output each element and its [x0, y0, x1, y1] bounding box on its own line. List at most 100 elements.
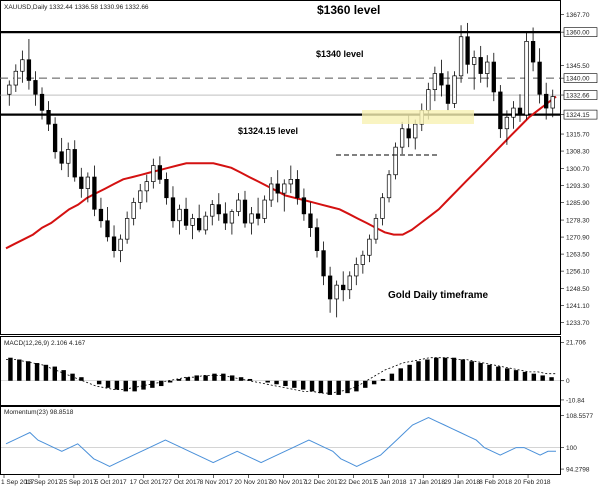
y-tick-label: 1285.90 [566, 200, 590, 207]
x-tick-label: 12 Dec 2017 [304, 479, 341, 486]
momentum-line [5, 416, 556, 467]
y-tick-label: 1340.00 [566, 76, 590, 83]
x-tick-label: 13 Sep 2017 [25, 479, 62, 486]
moving-average-line [5, 95, 557, 250]
x-tick-label: 20 Feb 2018 [514, 479, 551, 486]
candle-down [314, 227, 320, 251]
x-tick-label: 25 Sep 2017 [60, 479, 97, 486]
candle-down [105, 220, 110, 238]
candle-up [85, 176, 90, 189]
candle-up [7, 84, 12, 95]
x-tick-label: 30 Nov 2017 [269, 479, 306, 486]
candle-down [491, 61, 496, 93]
candle-down [275, 183, 280, 194]
candle-down [341, 284, 346, 291]
x-tick-label: 29 Jan 2018 [444, 479, 480, 486]
y-tick-label: 1256.10 [566, 269, 590, 276]
candle-up [360, 254, 365, 265]
annotation-1324: $1324.15 level [238, 126, 298, 136]
y-tick-label: 1324.15 [566, 112, 590, 119]
candle-down [46, 109, 51, 125]
candle-down [544, 93, 549, 109]
candle-up [66, 149, 71, 164]
candle-down [52, 123, 58, 153]
candle-up [124, 218, 130, 240]
candle-down [308, 213, 313, 229]
y-tick-label: 1293.30 [566, 183, 590, 190]
level-tag-box [563, 90, 598, 100]
candle-up [393, 146, 398, 176]
candle-up [485, 61, 490, 74]
macd-label: MACD(12,26,9) 2.106 4.167 [4, 340, 86, 347]
annotation-1340: $1340 level [316, 49, 364, 59]
candle-down [92, 176, 97, 210]
candle-up [269, 183, 274, 201]
momentum-label: Momentum(23) 98.8518 [4, 409, 74, 416]
y-tick-label: 1248.50 [566, 286, 590, 293]
candle-up [151, 165, 156, 183]
candle-up [373, 218, 379, 240]
candle-up [511, 107, 516, 118]
macd-y-tick-label: -10.84 [566, 397, 585, 404]
y-tick-label: 1360.00 [566, 30, 590, 37]
candle-down [327, 275, 333, 300]
y-tick-label: 1233.70 [566, 320, 590, 327]
momentum-panel [0, 406, 561, 475]
candle-up [138, 190, 143, 203]
macd-signal-line [6, 357, 556, 394]
candle-down [72, 149, 77, 178]
candle-up [131, 202, 136, 219]
candle-up [20, 59, 25, 72]
x-tick-label: 27 Oct 2017 [165, 479, 201, 486]
x-tick-label: 20 Nov 2017 [235, 479, 272, 486]
candle-up [432, 73, 438, 91]
x-tick-label: 8 Nov 2017 [200, 479, 234, 486]
candle-up [386, 174, 392, 199]
candle-up [118, 238, 123, 251]
candle-down [164, 179, 169, 199]
candle-up [282, 183, 287, 194]
candle-up [288, 179, 293, 185]
y-tick-label: 1308.30 [566, 148, 590, 155]
y-tick-label: 1278.30 [566, 217, 590, 224]
candle-down [98, 208, 104, 222]
candle-up [380, 197, 385, 219]
candle-down [111, 236, 117, 252]
candle-up [210, 204, 215, 217]
y-tick-label: 1270.90 [566, 234, 590, 241]
y-tick-label: 1241.10 [566, 303, 590, 310]
candle-down [295, 179, 300, 199]
x-tick-label: 17 Oct 2017 [130, 479, 166, 486]
x-tick-label: 5 Jan 2018 [374, 479, 407, 486]
candle-down [197, 218, 202, 231]
candle-up [13, 70, 18, 86]
level-tag-box [563, 73, 598, 83]
y-tick-label: 1332.66 [566, 92, 590, 99]
candle-up [236, 199, 241, 212]
candle-down [33, 80, 38, 95]
annotation-timeframe: Gold Daily timeframe [388, 290, 488, 301]
annotation-1360: $1360 level [317, 3, 380, 17]
candle-up [413, 123, 418, 139]
candle-up [249, 213, 254, 224]
candle-up [367, 238, 372, 256]
level-tag-box [563, 27, 598, 37]
candle-down [478, 57, 483, 74]
candle-down [445, 84, 451, 104]
candle-up [472, 57, 477, 65]
candle-down [255, 213, 261, 219]
candle-up [190, 218, 195, 226]
candle-down [39, 93, 45, 111]
y-tick-label: 1367.70 [566, 12, 590, 19]
candle-down [242, 199, 248, 224]
candle-down [537, 61, 542, 95]
candle-up [399, 128, 405, 148]
candle-down [170, 197, 176, 222]
momentum-y-tick-label: 100 [566, 445, 577, 452]
candle-down [157, 165, 163, 180]
candle-up [229, 211, 235, 224]
support-highlight [362, 110, 474, 124]
candle-down [498, 91, 503, 130]
momentum-y-tick-label: 94.2798 [566, 466, 590, 473]
